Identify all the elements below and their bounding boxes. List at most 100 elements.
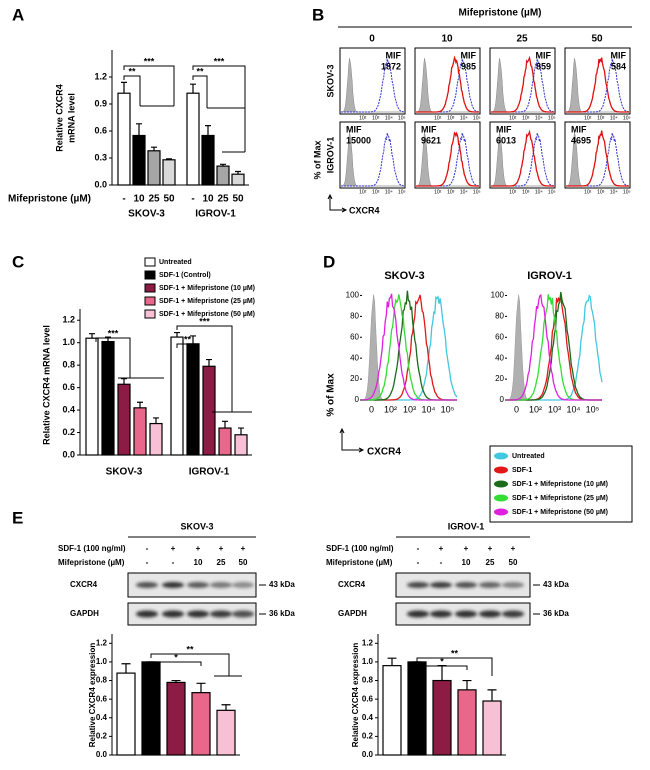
bar — [218, 427, 232, 456]
mfi-value: 4695 — [571, 135, 591, 145]
band-size: 43 kDa — [543, 580, 569, 589]
x-tick-label: 10² — [509, 189, 517, 195]
x-tick-label: 10 — [133, 194, 145, 205]
panel-letter: A — [12, 5, 24, 24]
bar — [186, 92, 200, 186]
bar — [133, 407, 147, 456]
legend-label: SDF-1 + Mifepristone (50 µM) — [512, 509, 608, 516]
x-tick-label: 10⁵ — [441, 404, 455, 414]
legend-label: SDF-1 (Control) — [159, 272, 211, 279]
bar — [186, 343, 200, 456]
error-bar — [137, 401, 143, 408]
x-tick-label: 0 — [514, 404, 519, 414]
histogram — [361, 293, 457, 401]
column-label: 50 — [591, 34, 603, 45]
x-tick-label: 10⁴ — [567, 404, 581, 414]
y-axis-label: Relative CXCR4 expression — [88, 643, 97, 748]
condition-label: SDF-1 (100 ng/ml) — [326, 544, 394, 553]
error-bar — [196, 682, 206, 693]
band-size: 43 kDa — [269, 580, 295, 589]
bar — [216, 709, 236, 756]
x-axis-label: Mifepristone (µM) — [8, 194, 91, 205]
bar — [432, 679, 452, 756]
y-tick-label: 60 — [350, 332, 359, 341]
panel-letter: D — [323, 252, 335, 271]
untreated-histogram — [341, 132, 405, 187]
blot-band — [407, 582, 429, 588]
x-tick-label: 10² — [434, 115, 442, 121]
error-bar — [171, 679, 181, 683]
blot-band — [502, 610, 524, 618]
x-tick-label: 10² — [384, 404, 397, 414]
condition-value: + — [511, 544, 516, 553]
x-tick-label: 10³ — [522, 115, 530, 121]
panel-letter: E — [12, 508, 23, 527]
bar — [101, 340, 115, 456]
error-bar — [387, 657, 397, 666]
significance-bracket — [176, 343, 199, 356]
x-tick-label: 10² — [529, 404, 542, 414]
significance-label: * — [440, 656, 444, 666]
blot-band — [162, 582, 184, 588]
x-tick-label: 10⁵ — [473, 115, 481, 121]
significance-label: *** — [214, 56, 225, 66]
blot-band — [210, 582, 232, 588]
bar — [117, 92, 131, 186]
error-bar — [121, 81, 127, 94]
legend-swatch — [494, 466, 508, 474]
y-tick-label: 0.6 — [62, 382, 75, 392]
legend-label: SDF-1 + Mifepristone (50 µM) — [159, 311, 255, 318]
mfi-label: MIF — [386, 50, 402, 60]
y-axis-label: Relative CXCR4 — [54, 84, 64, 152]
condition-value: - — [417, 544, 420, 553]
band-size: 36 kDa — [269, 609, 295, 618]
legend-label: SDF-1 + Mifepristone (25 µM) — [159, 298, 255, 305]
error-bar — [151, 146, 157, 151]
x-tick-label: 10 — [202, 194, 214, 205]
significance-label: ** — [186, 644, 194, 654]
significance-bracket — [176, 325, 252, 413]
x-tick-label: 10³ — [403, 404, 416, 414]
x-tick-label: 10⁵ — [398, 115, 406, 121]
condition-label: SDF-1 (100 ng/ml) — [58, 544, 126, 553]
bar — [231, 173, 245, 186]
significance-bracket — [123, 75, 174, 107]
legend-swatch — [494, 480, 508, 488]
x-tick-label: 10⁴ — [385, 189, 393, 195]
condition-value: - — [172, 558, 175, 567]
row-label: SKOV-3 — [325, 64, 335, 97]
x-tick-label: - — [191, 194, 194, 205]
condition-label: Mifepristone (µM) — [58, 558, 125, 567]
x-tick-label: 10⁵ — [623, 115, 631, 121]
legend-label: SDF-1 + Mifepristone (10 µM) — [512, 481, 608, 488]
column-label: 0 — [369, 34, 375, 45]
y-tick-label: 0 — [500, 395, 505, 404]
y-tick-label: 40 — [495, 353, 504, 362]
x-tick-label: 10² — [584, 189, 592, 195]
x-tick-label: 10² — [509, 115, 517, 121]
blot-band — [210, 610, 232, 618]
blot-band — [162, 610, 184, 618]
blot-band — [502, 582, 524, 588]
bar — [457, 689, 477, 756]
x-tick-label: - — [122, 194, 125, 205]
significance-bracket — [95, 337, 164, 379]
bar — [166, 681, 186, 756]
blot-band — [136, 610, 158, 618]
y-tick-label: 40 — [350, 353, 359, 362]
error-bar — [174, 331, 180, 338]
condition-value: - — [417, 558, 420, 567]
error-bar — [222, 420, 228, 429]
condition-value: 25 — [217, 558, 226, 567]
mfi-value: 15000 — [346, 135, 371, 145]
y-tick-label: 100 — [346, 291, 360, 300]
condition-value: - — [440, 558, 443, 567]
mfi-label: MIF — [461, 50, 477, 60]
legend-swatch — [144, 296, 156, 306]
legend-swatch — [494, 508, 508, 516]
x-tick-label: 10³ — [548, 404, 561, 414]
treated-histogram — [566, 130, 629, 187]
condition-value: + — [464, 544, 469, 553]
bar — [132, 134, 146, 186]
error-bar — [205, 125, 211, 136]
